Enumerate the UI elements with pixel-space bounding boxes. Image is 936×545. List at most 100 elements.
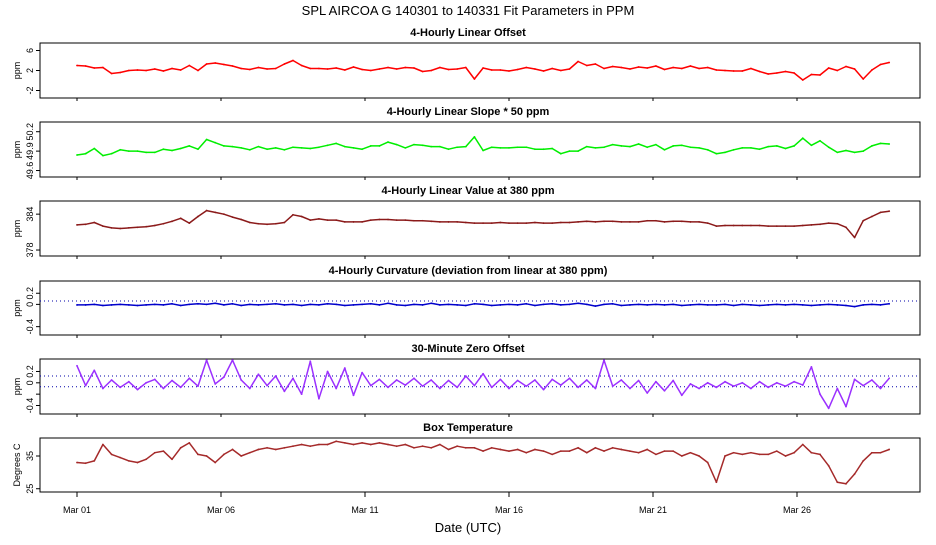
data-point — [551, 378, 554, 381]
panel-offset: 4-Hourly Linear Offset -2 2 6 ppm — [12, 27, 921, 101]
data-point — [413, 303, 415, 306]
data-point — [594, 305, 597, 307]
y-axis-label: ppm — [12, 141, 22, 159]
data-point — [283, 221, 286, 224]
data-point — [603, 146, 605, 149]
data-point — [274, 146, 277, 149]
data-point — [464, 221, 467, 224]
data-point — [214, 302, 217, 305]
data-point — [76, 154, 78, 156]
data-point — [482, 372, 484, 375]
data-point — [318, 304, 320, 306]
y-axis-label: ppm — [12, 62, 22, 80]
data-point — [732, 451, 735, 454]
data-point — [620, 304, 623, 307]
data-point — [594, 146, 597, 149]
data-point — [93, 67, 96, 69]
data-point — [464, 446, 467, 449]
panel-frame — [39, 280, 921, 336]
data-point — [283, 304, 286, 306]
data-point — [395, 219, 398, 222]
data-point — [179, 386, 182, 389]
data-point — [715, 386, 718, 389]
data-point — [456, 68, 459, 70]
data-point — [888, 302, 891, 305]
data-point — [810, 73, 813, 76]
data-point — [162, 450, 165, 452]
data-point — [499, 378, 502, 381]
data-point — [257, 66, 260, 69]
data-point — [542, 70, 545, 72]
data-point — [559, 304, 562, 306]
data-point — [585, 451, 588, 454]
data-point — [188, 222, 191, 225]
data-point — [84, 304, 87, 306]
data-point — [378, 68, 381, 70]
data-point — [93, 303, 96, 306]
data-point — [646, 392, 649, 394]
data-point — [464, 304, 467, 307]
data-point — [775, 145, 778, 147]
data-point — [404, 66, 407, 69]
data-point — [430, 220, 433, 223]
data-point — [551, 67, 554, 70]
data-point — [637, 143, 640, 145]
data-point — [197, 302, 199, 305]
data-point — [775, 381, 778, 384]
data-point — [741, 224, 744, 227]
data-point — [257, 222, 260, 225]
data-point — [179, 69, 182, 71]
data-point — [110, 453, 113, 456]
data-point — [214, 383, 217, 385]
data-point — [585, 303, 588, 306]
data-point — [473, 78, 476, 80]
data-point — [326, 68, 329, 70]
data-point — [438, 443, 441, 446]
data-point — [775, 72, 778, 74]
data-point — [801, 384, 804, 386]
data-point — [870, 69, 873, 71]
data-point — [594, 387, 597, 390]
data-point — [542, 450, 545, 452]
data-point — [888, 143, 891, 145]
data-point — [395, 445, 398, 448]
panel-slope: 4-Hourly Linear Slope * 50 ppm 49.6 49.950… — [12, 106, 921, 180]
data-point — [188, 303, 191, 306]
data-point — [870, 379, 873, 381]
data-point — [715, 481, 718, 484]
data-point — [525, 385, 528, 388]
data-point — [266, 68, 268, 70]
data-point — [724, 224, 726, 227]
data-point — [758, 148, 761, 151]
data-point — [162, 148, 165, 151]
data-point — [793, 380, 796, 383]
data-point — [153, 303, 156, 306]
data-point — [231, 145, 234, 148]
data-point — [490, 304, 493, 307]
data-point — [862, 78, 865, 80]
data-point — [404, 146, 407, 149]
data-point — [534, 304, 536, 307]
data-point — [689, 146, 692, 149]
data-point — [819, 139, 821, 142]
data-point — [585, 145, 588, 148]
data-point — [127, 150, 130, 153]
data-point — [603, 303, 605, 306]
data-point — [274, 375, 277, 377]
data-point — [525, 146, 528, 149]
data-point — [404, 443, 407, 446]
data-point — [551, 453, 554, 456]
y-tick-label: 50.2 — [25, 123, 35, 141]
data-point — [421, 304, 424, 306]
data-point — [430, 69, 433, 72]
data-point — [680, 455, 683, 457]
data-point — [508, 222, 510, 225]
data-point — [611, 302, 614, 305]
data-point — [395, 304, 398, 306]
data-point — [127, 460, 130, 462]
data-point — [283, 390, 286, 393]
data-point — [534, 221, 536, 224]
data-point — [214, 211, 217, 214]
y-tick-label: 25 — [25, 484, 35, 494]
x-tick-label: Mar 26 — [783, 505, 811, 515]
